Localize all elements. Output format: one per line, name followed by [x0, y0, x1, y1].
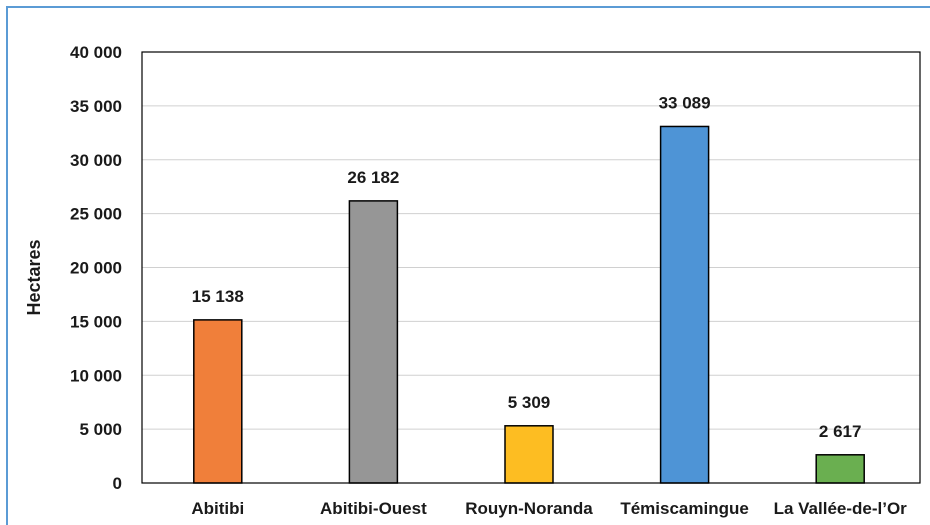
y-tick-label: 30 000 — [70, 151, 122, 170]
bar-2 — [348, 200, 399, 484]
category-labels: Abitibi Abitibi-Ouest Rouyn-Noranda Témisca… — [191, 499, 907, 518]
category-label: Rouyn-Noranda — [465, 499, 593, 518]
y-tick-label: 40 000 — [70, 43, 122, 62]
y-tick-label: 20 000 — [70, 259, 122, 278]
data-label: 33 089 — [659, 93, 711, 112]
category-label: La Vallée-de-l’Or — [774, 499, 908, 518]
data-labels: 15 138 26 182 5 309 33 089 2 617 — [192, 93, 862, 440]
bar-5 — [815, 454, 865, 484]
y-tick-label: 35 000 — [70, 97, 122, 116]
y-tick-label: 5 000 — [79, 420, 122, 439]
y-axis-label: Hectares — [24, 239, 44, 315]
bar-1 — [193, 319, 243, 484]
data-label: 15 138 — [192, 287, 244, 306]
chart-frame — [6, 6, 930, 525]
category-label: Témiscamingue — [620, 499, 749, 518]
data-label: 26 182 — [347, 168, 399, 187]
data-label: 2 617 — [819, 422, 862, 441]
y-tick-label: 15 000 — [70, 312, 122, 331]
bar-3 — [504, 425, 554, 484]
plot-area-border — [141, 51, 921, 484]
y-tick-label: 0 — [113, 474, 122, 493]
y-tick-label: 10 000 — [70, 366, 122, 385]
category-label: Abitibi — [191, 499, 244, 518]
gridlines — [142, 105, 920, 430]
bars — [193, 125, 865, 484]
y-tick-label: 25 000 — [70, 205, 122, 224]
y-axis-ticks: 0 5 000 10 000 15 000 20 000 25 000 30 000 35 0… — [70, 43, 122, 493]
category-label: Abitibi-Ouest — [320, 499, 427, 518]
data-label: 5 309 — [508, 393, 551, 412]
bar-4 — [659, 125, 710, 484]
